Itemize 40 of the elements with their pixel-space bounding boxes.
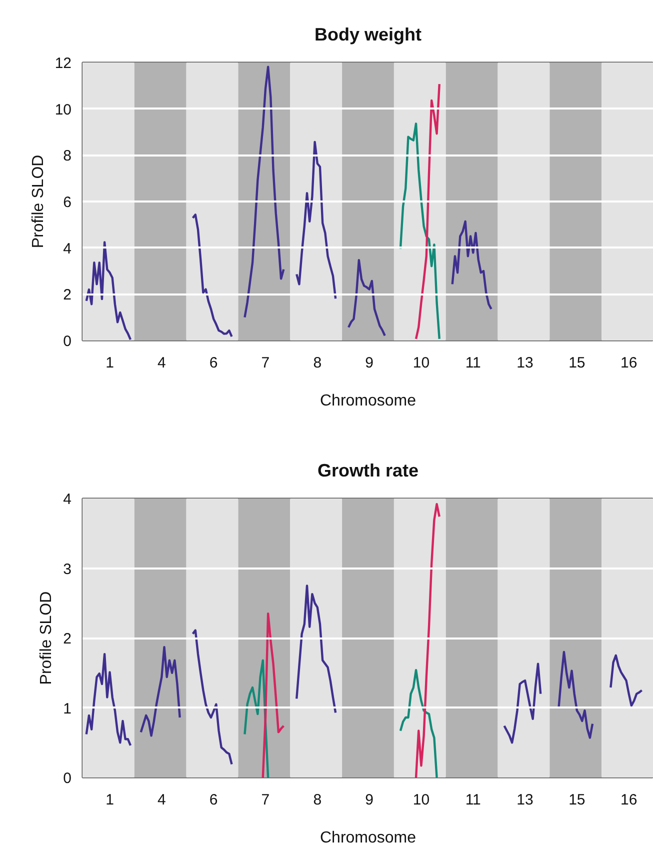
x-tick-label: 15 bbox=[568, 354, 586, 372]
x-tick-label: 10 bbox=[412, 354, 430, 372]
y-tick-label: 8 bbox=[63, 148, 72, 165]
x-tick-label: 16 bbox=[620, 354, 638, 372]
y-tick-label: 4 bbox=[63, 491, 72, 508]
y-tick-label: 3 bbox=[63, 560, 72, 578]
y-tick-label: 10 bbox=[54, 101, 72, 118]
x-tick-label: 7 bbox=[261, 354, 270, 372]
y-tick-label: 0 bbox=[63, 333, 72, 350]
x-tick-label: 4 bbox=[157, 792, 166, 808]
x-tick-label: 11 bbox=[465, 354, 481, 372]
x-tick-label: 15 bbox=[568, 792, 586, 808]
x-axis-title: Chromosome bbox=[320, 830, 416, 846]
y-tick-label: 1 bbox=[63, 700, 72, 718]
x-tick-label: 9 bbox=[365, 792, 374, 808]
x-tick-label: 8 bbox=[313, 792, 322, 808]
x-tick-label: 7 bbox=[261, 792, 270, 808]
x-tick-label: 11 bbox=[465, 792, 481, 808]
y-axis-title: Profile SLOD bbox=[30, 154, 47, 248]
y-tick-label: 6 bbox=[63, 194, 72, 211]
x-tick-label: 10 bbox=[412, 792, 430, 808]
chart-title: Body weight bbox=[314, 24, 422, 44]
x-tick-label: 13 bbox=[516, 792, 534, 808]
y-tick-label: 2 bbox=[63, 286, 72, 304]
x-tick-label: 1 bbox=[106, 792, 114, 808]
x-axis-title: Chromosome bbox=[320, 392, 416, 410]
y-axis-title: Profile SLOD bbox=[38, 591, 56, 685]
x-tick-label: 9 bbox=[365, 354, 374, 372]
x-tick-label: 6 bbox=[209, 354, 218, 372]
y-tick-label: 12 bbox=[54, 55, 72, 72]
x-tick-label: 16 bbox=[620, 792, 638, 808]
x-tick-label: 8 bbox=[313, 354, 322, 372]
x-tick-label: 13 bbox=[516, 354, 534, 372]
x-tick-label: 6 bbox=[209, 792, 218, 808]
chart-title: Growth rate bbox=[317, 460, 419, 480]
y-tick-label: 0 bbox=[63, 770, 72, 787]
x-tick-label: 4 bbox=[157, 354, 166, 372]
y-tick-label: 4 bbox=[63, 240, 72, 258]
y-tick-label: 2 bbox=[63, 630, 72, 648]
x-tick-label: 1 bbox=[106, 354, 114, 372]
